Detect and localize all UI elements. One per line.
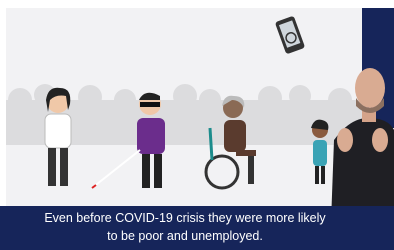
video-frame: Even before COVID-19 crisis they were mo… (0, 0, 394, 250)
caption-line: to be poor and unemployed. (107, 229, 263, 243)
caption-line: Even before COVID-19 crisis they were mo… (44, 211, 326, 225)
